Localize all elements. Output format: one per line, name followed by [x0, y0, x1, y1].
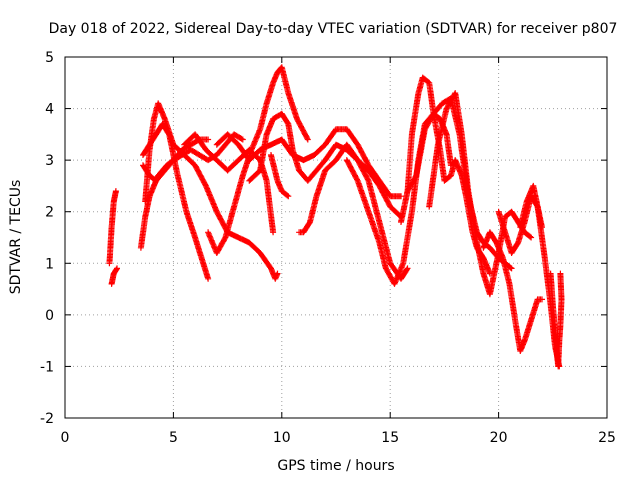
series-arc-l: [296, 141, 411, 282]
series-marks: [547, 270, 565, 370]
series-arc-s: [517, 182, 545, 231]
chart-title: Day 018 of 2022, Sidereal Day-to-day VTE…: [49, 21, 618, 37]
series-marks: [268, 152, 292, 200]
y-tick-label: 1: [45, 256, 54, 272]
x-tick-label: 10: [273, 430, 291, 446]
data-marks: [106, 64, 565, 370]
series-marks: [106, 188, 119, 267]
series-arc-i: [213, 126, 404, 200]
series-arc-e: [142, 100, 281, 282]
series-marks: [296, 141, 411, 282]
series-arc-a: [106, 188, 119, 267]
series-arc-b: [108, 265, 120, 287]
x-axis-label: GPS time / hours: [277, 458, 394, 474]
x-tick-label: 25: [598, 430, 616, 446]
series-marks: [142, 100, 281, 282]
y-tick-label: -1: [40, 359, 54, 375]
y-tick-label: 5: [45, 50, 54, 66]
series-arc-q: [480, 229, 545, 354]
series-marks: [480, 229, 545, 354]
series-marks: [213, 126, 404, 200]
y-tick-label: 4: [45, 102, 54, 118]
series-marks: [205, 64, 311, 256]
series-marks: [108, 265, 120, 287]
y-tick-label: 2: [45, 205, 54, 221]
series-arc-h: [205, 64, 311, 256]
y-tick-label: -2: [40, 411, 54, 427]
y-axis-label: SDTVAR / TECUs: [8, 180, 24, 295]
series-arc-t: [547, 270, 565, 370]
series-arc-k: [268, 152, 292, 200]
series-marks: [517, 182, 545, 231]
axis-ticks: 0 5 10 15 20 25 -2 -1 0 1 2 3 4 5: [40, 50, 616, 446]
x-tick-label: 15: [381, 430, 399, 446]
y-tick-label: 3: [45, 153, 54, 169]
plot-frame: [64, 56, 608, 419]
x-tick-label: 20: [490, 430, 508, 446]
x-tick-label: 0: [61, 430, 70, 446]
y-tick-label: 0: [45, 308, 54, 324]
x-tick-label: 5: [169, 430, 178, 446]
